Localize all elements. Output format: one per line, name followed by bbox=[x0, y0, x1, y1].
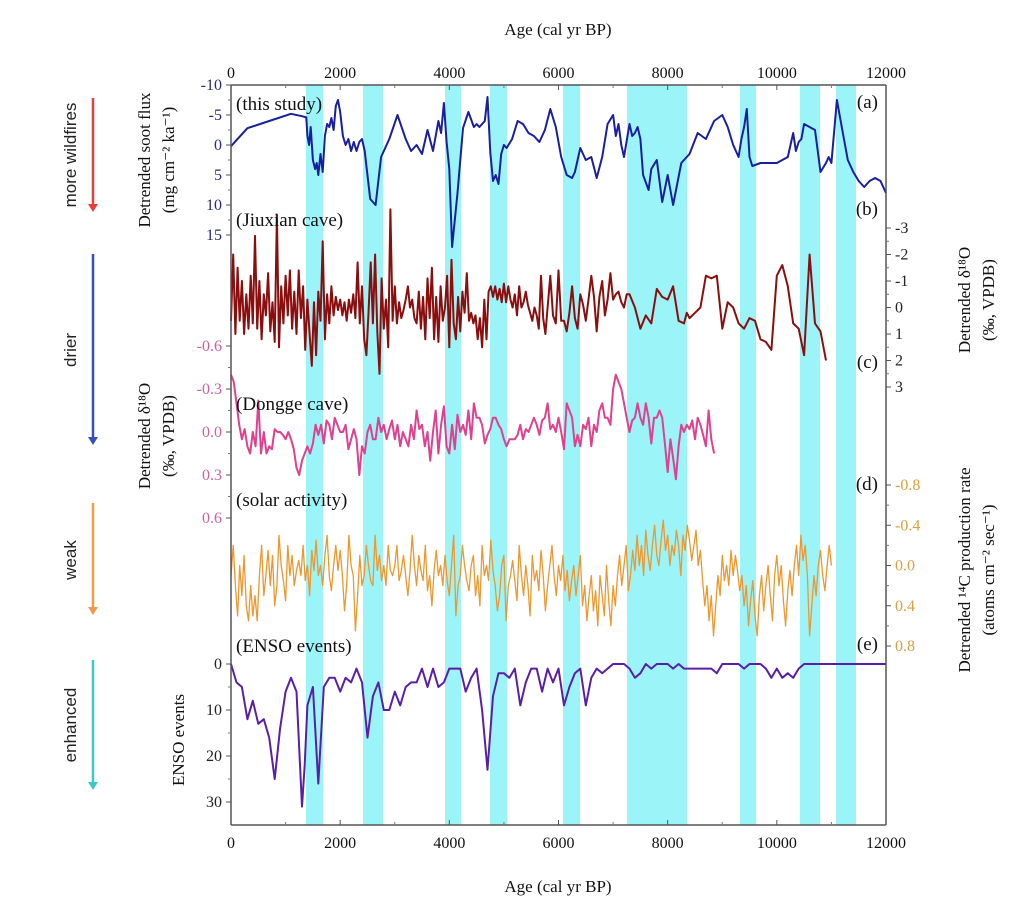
y-tick-label-e: 20 bbox=[206, 748, 222, 765]
panel-letter-b: (b) bbox=[856, 199, 878, 220]
axes: Age (cal yr BP) Age (cal yr BP) bbox=[230, 20, 887, 896]
y-tick-label-a: 10 bbox=[206, 197, 222, 214]
y-tick-label-b: -2 bbox=[895, 247, 908, 264]
panel-labels: (this study) (a) Detrended soot flux (mg cm… bbox=[135, 92, 998, 786]
y-tick-label-d: 0.8 bbox=[895, 638, 915, 655]
highlight-band-3 bbox=[445, 85, 462, 825]
y-tick-label-d: -0.8 bbox=[895, 477, 920, 494]
x-tick-label-top: 10000 bbox=[757, 65, 797, 82]
y-tick-label-e: 30 bbox=[206, 794, 222, 811]
arrow-head-icon bbox=[88, 204, 98, 212]
y-tick-label-b: 2 bbox=[895, 353, 903, 370]
x-tick-label-top: 4000 bbox=[433, 65, 465, 82]
side-arrow-label: more wildfires bbox=[61, 103, 80, 208]
series-line-b bbox=[230, 208, 827, 375]
highlight-bands bbox=[305, 85, 857, 825]
series-lines bbox=[230, 96, 887, 808]
y-axis-title-a: (mg cm⁻² ka⁻¹) bbox=[159, 107, 178, 214]
x-tick-label-top: 12000 bbox=[866, 65, 906, 82]
y-tick-label-c: -0.3 bbox=[197, 381, 222, 398]
y-tick-label-e: 10 bbox=[206, 702, 222, 719]
series-line-e bbox=[230, 663, 886, 808]
y-tick-label-b: -1 bbox=[895, 273, 908, 290]
panel-letter-d: (d) bbox=[856, 474, 878, 495]
panel-letter-a: (a) bbox=[857, 92, 878, 113]
x-tick-label-bottom: 4000 bbox=[433, 835, 465, 852]
series-line-c bbox=[230, 373, 716, 481]
x-tick-label-bottom: 12000 bbox=[866, 835, 906, 852]
side-arrow-label: drier bbox=[61, 333, 80, 367]
y-axis-title-b: (‰, VPDB) bbox=[979, 259, 998, 341]
x-tick-label-bottom: 10000 bbox=[757, 835, 797, 852]
side-arrows: more wildfires drier weak enhanced bbox=[61, 98, 98, 790]
arrow-head-icon bbox=[88, 437, 98, 445]
y-axis-title-a: Detrended soot flux bbox=[135, 92, 154, 228]
highlight-band-8 bbox=[800, 85, 821, 825]
x-tick-label-top: 8000 bbox=[652, 65, 684, 82]
y-tick-label-b: 1 bbox=[895, 326, 903, 343]
series-line-d bbox=[230, 519, 833, 637]
y-axis-title-b: Detrended δ¹⁸O bbox=[955, 247, 974, 353]
y-tick-label-e: 0 bbox=[214, 656, 222, 673]
y-tick-label-a: -10 bbox=[201, 77, 222, 94]
record-name-b: (Jiuxian cave) bbox=[236, 210, 343, 231]
highlight-band-7 bbox=[740, 85, 757, 825]
panel-letter-c: (c) bbox=[857, 352, 878, 373]
highlight-band-5 bbox=[563, 85, 581, 825]
series-line-a bbox=[230, 96, 887, 248]
y-tick-label-b: 3 bbox=[895, 379, 903, 396]
tick-marks: 0020002000400040006000600080008000100001… bbox=[197, 65, 921, 852]
y-axis-title-c: Detrended δ¹⁸O bbox=[135, 383, 154, 489]
arrow-head-icon bbox=[88, 782, 98, 790]
record-name-e: (ENSO events) bbox=[236, 636, 352, 657]
arrow-head-icon bbox=[88, 607, 98, 615]
x-tick-label-top: 6000 bbox=[543, 65, 575, 82]
y-tick-label-c: -0.6 bbox=[197, 338, 222, 355]
y-tick-label-b: -3 bbox=[895, 220, 908, 237]
y-tick-label-c: 0.0 bbox=[202, 424, 222, 441]
y-tick-label-d: -0.4 bbox=[895, 517, 920, 534]
y-tick-label-a: 0 bbox=[214, 137, 222, 154]
record-name-a: (this study) bbox=[236, 94, 322, 115]
side-arrow-label: weak bbox=[61, 540, 80, 581]
y-axis-title-d: (atoms cm⁻² sec⁻¹) bbox=[979, 504, 998, 635]
side-arrow-label: enhanced bbox=[61, 688, 80, 763]
x-tick-label-bottom: 6000 bbox=[543, 835, 575, 852]
highlight-band-2 bbox=[362, 85, 384, 825]
record-name-c: (Dongge cave) bbox=[236, 394, 348, 415]
x-axis-title-top: Age (cal yr BP) bbox=[504, 20, 611, 39]
x-tick-label-top: 2000 bbox=[324, 65, 356, 82]
record-name-d: (solar activity) bbox=[236, 490, 347, 511]
y-axis-title-d: Detrended ¹⁴C production rate bbox=[955, 467, 974, 672]
y-tick-label-c: 0.6 bbox=[202, 510, 222, 527]
x-tick-label-bottom: 8000 bbox=[652, 835, 684, 852]
y-tick-label-d: 0.0 bbox=[895, 558, 915, 575]
y-axis-title-c: (‰, VPDB) bbox=[159, 395, 178, 477]
y-axis-title-e: ENSO events bbox=[169, 694, 188, 786]
y-tick-label-a: 15 bbox=[206, 227, 222, 244]
x-axis-title-bottom: Age (cal yr BP) bbox=[504, 877, 611, 896]
x-tick-label-bottom: 0 bbox=[227, 835, 235, 852]
x-tick-label-bottom: 2000 bbox=[324, 835, 356, 852]
y-tick-label-d: 0.4 bbox=[895, 598, 915, 615]
highlight-band-4 bbox=[489, 85, 508, 825]
highlight-band-1 bbox=[305, 85, 324, 825]
y-tick-label-a: 5 bbox=[214, 167, 222, 184]
y-tick-label-b: 0 bbox=[895, 300, 903, 317]
highlight-band-9 bbox=[836, 85, 857, 825]
y-tick-label-a: -5 bbox=[209, 107, 222, 124]
panel-letter-e: (e) bbox=[857, 634, 878, 655]
x-tick-label-top: 0 bbox=[227, 65, 235, 82]
y-tick-label-c: 0.3 bbox=[202, 467, 222, 484]
